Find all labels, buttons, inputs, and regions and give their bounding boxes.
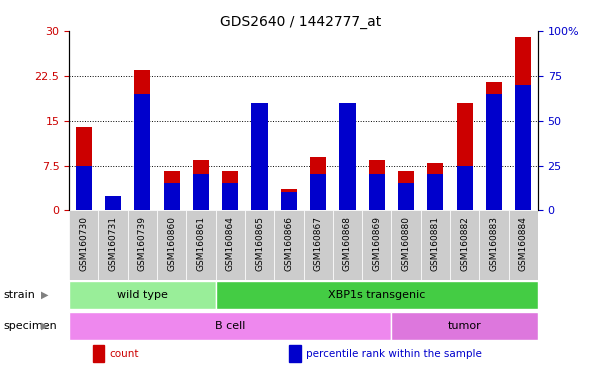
Bar [105, 196, 121, 210]
FancyBboxPatch shape [450, 210, 480, 280]
FancyBboxPatch shape [128, 210, 157, 280]
Bar [222, 184, 239, 210]
Text: GSM160880: GSM160880 [401, 216, 410, 271]
Text: GSM160868: GSM160868 [343, 216, 352, 271]
Bar [310, 174, 326, 210]
Text: strain: strain [3, 290, 35, 300]
Bar [427, 174, 444, 210]
Text: GSM160883: GSM160883 [489, 216, 498, 271]
Bar [76, 166, 92, 210]
Bar [457, 103, 473, 210]
Bar [515, 84, 531, 210]
Bar [368, 159, 385, 210]
Text: GSM160865: GSM160865 [255, 216, 264, 271]
Text: GSM160881: GSM160881 [431, 216, 440, 271]
Text: GSM160860: GSM160860 [167, 216, 176, 271]
FancyBboxPatch shape [99, 210, 128, 280]
Text: GSM160884: GSM160884 [519, 216, 528, 271]
FancyBboxPatch shape [421, 210, 450, 280]
FancyBboxPatch shape [508, 210, 538, 280]
Bar [163, 172, 180, 210]
FancyBboxPatch shape [391, 312, 538, 340]
Bar [457, 166, 473, 210]
FancyBboxPatch shape [391, 210, 421, 280]
FancyBboxPatch shape [274, 210, 304, 280]
FancyBboxPatch shape [480, 210, 508, 280]
Text: tumor: tumor [448, 321, 481, 331]
FancyBboxPatch shape [69, 210, 99, 280]
Text: GSM160739: GSM160739 [138, 216, 147, 271]
Text: wild type: wild type [117, 290, 168, 300]
Text: percentile rank within the sample: percentile rank within the sample [306, 349, 482, 359]
Bar [340, 114, 356, 210]
Text: XBP1s transgenic: XBP1s transgenic [328, 290, 426, 300]
Text: ▶: ▶ [41, 290, 49, 300]
Text: ▶: ▶ [41, 321, 49, 331]
FancyBboxPatch shape [333, 210, 362, 280]
Bar [251, 103, 267, 210]
Bar [340, 103, 356, 210]
FancyBboxPatch shape [216, 281, 538, 309]
FancyBboxPatch shape [157, 210, 186, 280]
Text: GSM160861: GSM160861 [197, 216, 206, 271]
Bar [163, 184, 180, 210]
Bar [193, 159, 209, 210]
FancyBboxPatch shape [304, 210, 333, 280]
Bar [134, 94, 150, 210]
Text: specimen: specimen [3, 321, 56, 331]
Text: count: count [109, 349, 138, 359]
Bar [427, 162, 444, 210]
Bar [368, 174, 385, 210]
FancyBboxPatch shape [186, 210, 216, 280]
Bar [398, 184, 414, 210]
Bar [486, 94, 502, 210]
Text: GSM160866: GSM160866 [284, 216, 293, 271]
Bar [251, 118, 267, 210]
Bar [290, 345, 301, 362]
Text: GSM160869: GSM160869 [372, 216, 381, 271]
Bar [310, 157, 326, 210]
Text: GSM160864: GSM160864 [226, 216, 235, 271]
Text: GDS2640 / 1442777_at: GDS2640 / 1442777_at [220, 15, 381, 29]
Bar [281, 192, 297, 210]
Text: GSM160731: GSM160731 [109, 216, 118, 271]
Bar [76, 127, 92, 210]
Bar [105, 199, 121, 210]
Bar [398, 172, 414, 210]
Bar [486, 82, 502, 210]
FancyBboxPatch shape [245, 210, 274, 280]
Text: GSM160730: GSM160730 [79, 216, 88, 271]
Text: GSM160867: GSM160867 [314, 216, 323, 271]
Bar [93, 345, 105, 362]
Bar [281, 189, 297, 210]
Bar [222, 172, 239, 210]
Text: B cell: B cell [215, 321, 245, 331]
Bar [134, 70, 150, 210]
Text: GSM160882: GSM160882 [460, 216, 469, 271]
Bar [193, 174, 209, 210]
Bar [515, 37, 531, 210]
FancyBboxPatch shape [69, 281, 216, 309]
FancyBboxPatch shape [362, 210, 391, 280]
FancyBboxPatch shape [69, 312, 391, 340]
FancyBboxPatch shape [216, 210, 245, 280]
